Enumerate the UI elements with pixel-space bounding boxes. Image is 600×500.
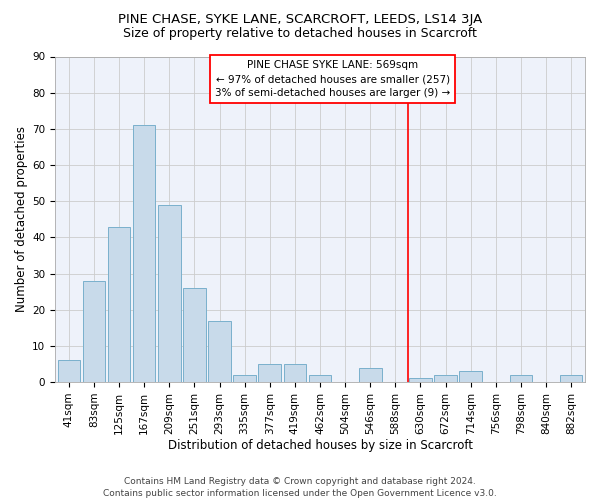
Bar: [83, 281, 105, 382]
Bar: [409, 378, 432, 382]
Bar: [133, 125, 155, 382]
Bar: [233, 375, 256, 382]
Bar: [183, 288, 206, 382]
Bar: [434, 375, 457, 382]
Bar: [560, 375, 583, 382]
X-axis label: Distribution of detached houses by size in Scarcroft: Distribution of detached houses by size …: [167, 440, 473, 452]
Bar: [158, 205, 181, 382]
Text: Size of property relative to detached houses in Scarcroft: Size of property relative to detached ho…: [123, 28, 477, 40]
Bar: [359, 368, 382, 382]
Bar: [58, 360, 80, 382]
Bar: [460, 371, 482, 382]
Bar: [259, 364, 281, 382]
Y-axis label: Number of detached properties: Number of detached properties: [15, 126, 28, 312]
Bar: [208, 320, 231, 382]
Bar: [108, 226, 130, 382]
Bar: [509, 375, 532, 382]
Text: Contains HM Land Registry data © Crown copyright and database right 2024.
Contai: Contains HM Land Registry data © Crown c…: [103, 476, 497, 498]
Text: PINE CHASE SYKE LANE: 569sqm
← 97% of detached houses are smaller (257)
3% of se: PINE CHASE SYKE LANE: 569sqm ← 97% of de…: [215, 60, 450, 98]
Bar: [309, 375, 331, 382]
Bar: [284, 364, 306, 382]
Text: PINE CHASE, SYKE LANE, SCARCROFT, LEEDS, LS14 3JA: PINE CHASE, SYKE LANE, SCARCROFT, LEEDS,…: [118, 12, 482, 26]
